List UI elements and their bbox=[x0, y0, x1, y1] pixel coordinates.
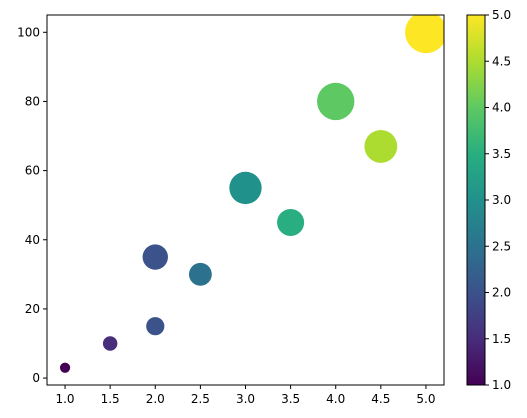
scatter-point bbox=[364, 129, 398, 163]
colorbar-axis: 1.0 1.5 2.0 2.5 3.0 3.5 4.0 4.5 5.0 bbox=[485, 8, 511, 392]
scatter-point bbox=[146, 317, 165, 336]
x-tick-label: 4.5 bbox=[371, 392, 390, 406]
y-tick-label: 0 bbox=[32, 371, 40, 385]
colorbar-tick-label: 2.0 bbox=[492, 286, 511, 300]
x-tick-label: 1.0 bbox=[55, 392, 74, 406]
colorbar-tick-label: 5.0 bbox=[492, 8, 511, 22]
x-tick-label: 4.0 bbox=[326, 392, 345, 406]
colorbar-tick-label: 3.0 bbox=[492, 193, 511, 207]
scatter-point bbox=[142, 244, 168, 270]
colorbar-tick-label: 1.5 bbox=[492, 332, 511, 346]
x-tick-label: 5.0 bbox=[416, 392, 435, 406]
colorbar bbox=[466, 14, 486, 386]
scatter-point bbox=[59, 362, 71, 373]
scatter-point bbox=[405, 15, 444, 54]
y-tick-label: 40 bbox=[25, 233, 40, 247]
scatter-point bbox=[229, 171, 262, 205]
scatter-point bbox=[102, 336, 118, 351]
x-tick-label: 1.5 bbox=[101, 392, 120, 406]
x-axis: 1.0 1.5 2.0 2.5 3.0 3.5 4.0 4.5 5.0 bbox=[55, 385, 436, 406]
y-tick-label: 60 bbox=[25, 164, 40, 178]
colorbar-tick-label: 2.5 bbox=[492, 239, 511, 253]
colorbar-tick-label: 4.5 bbox=[492, 54, 511, 68]
scatter-point bbox=[188, 262, 212, 286]
y-axis: 0 20 40 60 80 100 bbox=[17, 25, 47, 385]
x-tick-label: 3.5 bbox=[281, 392, 300, 406]
colorbar-tick-label: 3.5 bbox=[492, 147, 511, 161]
scatter-point bbox=[317, 82, 355, 121]
x-tick-label: 2.0 bbox=[146, 392, 165, 406]
colorbar-tick-label: 1.0 bbox=[492, 378, 511, 392]
scatter-point bbox=[277, 208, 305, 237]
y-tick-label: 80 bbox=[25, 94, 40, 108]
y-tick-label: 20 bbox=[25, 302, 40, 316]
x-tick-label: 2.5 bbox=[191, 392, 210, 406]
colorbar-tick-label: 4.0 bbox=[492, 101, 511, 115]
scatter-points bbox=[59, 15, 444, 373]
x-tick-label: 3.0 bbox=[236, 392, 255, 406]
y-tick-label: 100 bbox=[17, 25, 40, 39]
